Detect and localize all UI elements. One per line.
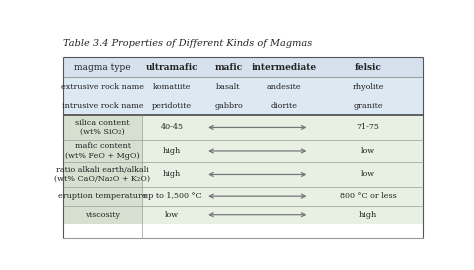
Bar (255, 115, 313, 140)
Bar (63, 162, 142, 187)
Bar (313, 96, 423, 115)
Bar (255, 206, 313, 224)
Text: granite: granite (353, 102, 383, 110)
Bar (63, 206, 142, 224)
Bar (142, 162, 201, 187)
Text: ultramafic: ultramafic (146, 63, 198, 72)
Text: up to 1,500 °C: up to 1,500 °C (143, 192, 201, 200)
Bar (255, 162, 313, 187)
Text: low: low (361, 170, 375, 178)
Bar (201, 57, 255, 77)
Bar (313, 57, 423, 77)
Bar (255, 96, 313, 115)
Text: extrusive rock name: extrusive rock name (61, 83, 144, 91)
Text: 71-75: 71-75 (356, 123, 380, 131)
Bar (255, 57, 313, 77)
Text: andesite: andesite (267, 83, 301, 91)
Bar (201, 77, 255, 96)
Text: silica content
(wt% SiO₂): silica content (wt% SiO₂) (75, 119, 130, 136)
Text: mafic: mafic (214, 63, 243, 72)
Bar (313, 115, 423, 140)
Bar (142, 140, 201, 162)
Text: basalt: basalt (216, 83, 241, 91)
Bar (142, 206, 201, 224)
Bar (142, 77, 201, 96)
Text: eruption temperature: eruption temperature (58, 192, 147, 200)
Bar (313, 187, 423, 206)
Bar (313, 206, 423, 224)
Bar (201, 206, 255, 224)
Text: magma type: magma type (74, 63, 131, 72)
Text: high: high (163, 147, 181, 155)
Bar (255, 77, 313, 96)
Text: mafic content
(wt% FeO + MgO): mafic content (wt% FeO + MgO) (65, 142, 140, 160)
Bar (313, 77, 423, 96)
Text: high: high (359, 211, 377, 219)
Text: 40-45: 40-45 (160, 123, 183, 131)
Bar (63, 115, 142, 140)
Bar (142, 187, 201, 206)
Text: 800 °C or less: 800 °C or less (340, 192, 396, 200)
Text: peridotite: peridotite (152, 102, 192, 110)
Text: Table 3.4 Properties of Different Kinds of Magmas: Table 3.4 Properties of Different Kinds … (63, 39, 312, 48)
Text: low: low (165, 211, 179, 219)
Bar (313, 140, 423, 162)
Text: high: high (163, 170, 181, 178)
Bar (142, 96, 201, 115)
Bar (63, 187, 142, 206)
Text: rhyolite: rhyolite (352, 83, 384, 91)
Text: viscosity: viscosity (85, 211, 120, 219)
Bar (63, 57, 142, 77)
Bar (201, 140, 255, 162)
Text: ratio alkali earth/alkali
(wt% CaO/Na₂O + K₂O): ratio alkali earth/alkali (wt% CaO/Na₂O … (55, 166, 151, 183)
Bar (201, 115, 255, 140)
Text: gabbro: gabbro (214, 102, 243, 110)
Bar (201, 96, 255, 115)
Bar (313, 162, 423, 187)
Bar (201, 187, 255, 206)
Bar (63, 96, 142, 115)
Bar (142, 57, 201, 77)
Text: low: low (361, 147, 375, 155)
Bar (255, 140, 313, 162)
Text: intrusive rock name: intrusive rock name (62, 102, 143, 110)
Bar (142, 115, 201, 140)
Text: felsic: felsic (355, 63, 382, 72)
Bar (255, 187, 313, 206)
Text: diorite: diorite (271, 102, 298, 110)
Text: intermediate: intermediate (252, 63, 317, 72)
Bar (63, 140, 142, 162)
Bar (201, 162, 255, 187)
Text: komatiite: komatiite (153, 83, 191, 91)
Bar (63, 77, 142, 96)
